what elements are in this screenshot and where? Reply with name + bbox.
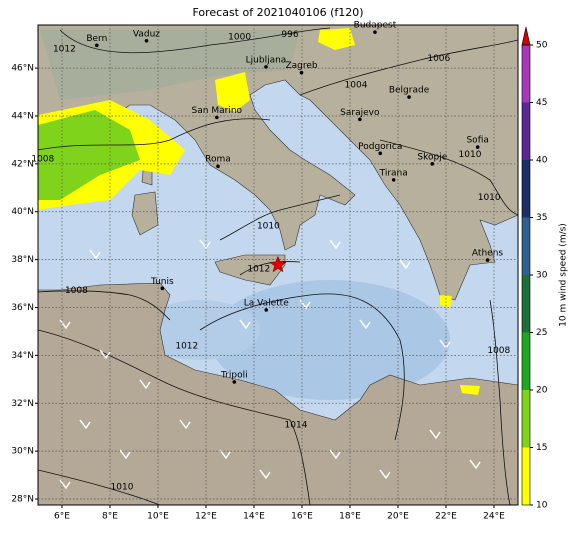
x-tick-label: 6°E	[54, 512, 70, 522]
contour-label: 1010	[111, 483, 134, 493]
city-dot	[407, 95, 411, 99]
y-tick-label: 44°N	[11, 111, 34, 121]
x-tick-label: 16°E	[291, 512, 313, 522]
y-tick-label: 38°N	[11, 255, 34, 265]
city-dot	[485, 258, 490, 262]
city-dot	[264, 308, 269, 312]
y-tick-label: 36°N	[11, 303, 34, 313]
colorbar-band	[522, 217, 530, 275]
contour-label: 1008	[487, 346, 510, 356]
colorbar-tick-label: 45	[536, 98, 547, 108]
city-dot	[160, 286, 165, 291]
x-tick-label: 10°E	[147, 512, 169, 522]
city-label: Budapest	[354, 21, 397, 31]
city-dot	[264, 65, 268, 69]
city-dot	[430, 162, 435, 166]
colorbar-tick-label: 20	[536, 386, 548, 396]
city-dot	[144, 39, 149, 43]
city-dot	[373, 30, 377, 34]
city-label: Vaduz	[133, 29, 160, 39]
colorbar-tick-label: 10	[536, 501, 548, 511]
colorbar-band	[522, 160, 530, 218]
colorbar-tick-label: 30	[536, 271, 548, 281]
city-dot	[216, 164, 220, 169]
city-dot	[475, 145, 480, 149]
colorbar-tick-label: 40	[536, 156, 548, 166]
city-dot	[391, 178, 396, 182]
city-dot	[358, 117, 362, 122]
colorbar-band	[522, 332, 530, 390]
contour-label: 1010	[478, 193, 501, 203]
x-tick-label: 18°E	[339, 512, 361, 522]
y-tick-label: 42°N	[11, 159, 34, 169]
y-tick-label: 40°N	[11, 207, 34, 217]
contour-label: 1012	[247, 265, 270, 275]
x-tick-label: 20°E	[387, 512, 409, 522]
colorbar-tick-label: 50	[536, 41, 548, 51]
marker-star	[269, 255, 287, 273]
contour-label: 1008	[65, 286, 88, 296]
colorbar-extend	[521, 26, 531, 46]
x-tick-label: 24°E	[483, 512, 505, 522]
contour-label: 1008	[31, 155, 54, 165]
city-label: Athens	[472, 249, 503, 259]
city-label: Belgrade	[389, 86, 430, 96]
x-tick-label: 8°E	[102, 512, 118, 522]
contour-label: 1012	[175, 341, 198, 351]
colorbar-tick-label: 15	[536, 443, 547, 453]
city-label: Ljubljana	[246, 55, 287, 65]
contour-label: 1014	[285, 420, 308, 430]
city-label: Sofia	[466, 136, 488, 146]
colorbar-band	[522, 45, 530, 103]
chart-title: Forecast of 2021040106 (f120)	[192, 6, 363, 19]
map-frame	[37, 24, 519, 506]
city-label: Bern	[86, 34, 107, 44]
colorbar-label: 10 m wind speed (m/s)	[559, 223, 569, 327]
y-tick-label: 30°N	[11, 447, 34, 457]
city-dot	[232, 380, 237, 384]
x-tick-label: 22°E	[435, 512, 457, 522]
x-tick-label: 12°E	[195, 512, 217, 522]
contour-label: 1000	[228, 32, 251, 42]
city-label: Podgorica	[358, 142, 402, 152]
city-label: Roma	[205, 155, 231, 165]
x-tick-label: 14°E	[243, 512, 265, 522]
contour-label: 1004	[345, 80, 368, 90]
city-label: San Marino	[192, 106, 243, 116]
city-dot	[299, 70, 304, 75]
city-label: Tunis	[150, 277, 174, 287]
city-label: Skopje	[417, 152, 447, 162]
contour-label: 996	[281, 30, 298, 40]
city-dot	[215, 115, 219, 120]
city-dot	[378, 151, 383, 156]
colorbar-band	[522, 275, 530, 333]
colorbar-band	[522, 102, 530, 160]
y-tick-label: 34°N	[11, 351, 34, 361]
y-tick-label: 46°N	[11, 64, 34, 74]
contour-label: 1012	[53, 44, 76, 54]
y-tick-label: 32°N	[11, 399, 34, 409]
city-label: Sarajevo	[340, 108, 380, 118]
city-label: Tirana	[379, 168, 408, 178]
city-label: Tripoli	[220, 370, 248, 380]
city-dot	[95, 43, 99, 48]
wind-barbs	[59, 239, 481, 490]
colorbar-band	[522, 447, 530, 505]
colorbar-tick-label: 35	[536, 213, 547, 223]
contour-label: 1006	[427, 54, 450, 64]
contour-label: 1010	[459, 150, 482, 160]
colorbar-tick-label: 25	[536, 328, 547, 338]
colorbar-band	[522, 390, 530, 448]
city-label: Zagreb	[285, 61, 317, 71]
y-tick-label: 28°N	[11, 495, 34, 505]
contour-label: 1010	[257, 222, 280, 232]
city-label: La Valette	[244, 298, 289, 308]
